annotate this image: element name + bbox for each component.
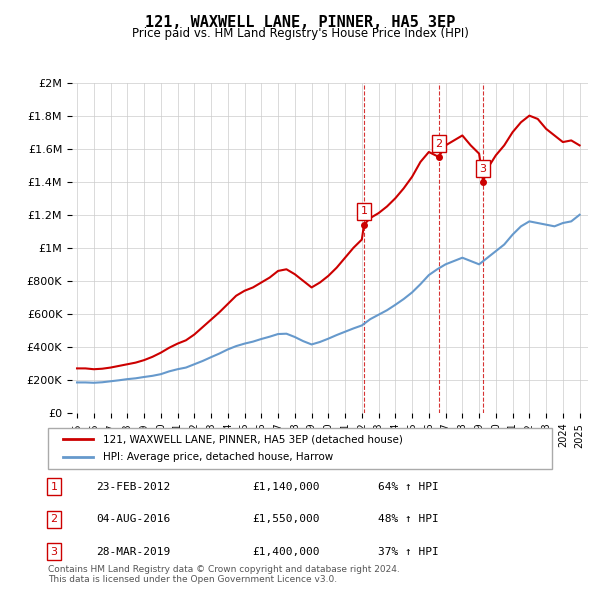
- Text: 3: 3: [50, 547, 58, 556]
- Text: Contains HM Land Registry data © Crown copyright and database right 2024.
This d: Contains HM Land Registry data © Crown c…: [48, 565, 400, 584]
- Text: 2: 2: [50, 514, 58, 524]
- Text: HPI: Average price, detached house, Harrow: HPI: Average price, detached house, Harr…: [103, 453, 334, 463]
- Text: 28-MAR-2019: 28-MAR-2019: [96, 547, 170, 556]
- Text: 3: 3: [479, 163, 487, 173]
- Text: Price paid vs. HM Land Registry's House Price Index (HPI): Price paid vs. HM Land Registry's House …: [131, 27, 469, 40]
- Text: 121, WAXWELL LANE, PINNER, HA5 3EP (detached house): 121, WAXWELL LANE, PINNER, HA5 3EP (deta…: [103, 434, 403, 444]
- Text: 23-FEB-2012: 23-FEB-2012: [96, 482, 170, 491]
- Text: 64% ↑ HPI: 64% ↑ HPI: [378, 482, 439, 491]
- Text: 1: 1: [361, 206, 368, 217]
- Text: 48% ↑ HPI: 48% ↑ HPI: [378, 514, 439, 524]
- Text: 37% ↑ HPI: 37% ↑ HPI: [378, 547, 439, 556]
- Text: 2: 2: [435, 139, 442, 149]
- Text: £1,400,000: £1,400,000: [252, 547, 320, 556]
- Text: 121, WAXWELL LANE, PINNER, HA5 3EP: 121, WAXWELL LANE, PINNER, HA5 3EP: [145, 15, 455, 30]
- Text: 1: 1: [50, 482, 58, 491]
- FancyBboxPatch shape: [48, 428, 552, 469]
- Text: 04-AUG-2016: 04-AUG-2016: [96, 514, 170, 524]
- Text: £1,550,000: £1,550,000: [252, 514, 320, 524]
- Text: £1,140,000: £1,140,000: [252, 482, 320, 491]
